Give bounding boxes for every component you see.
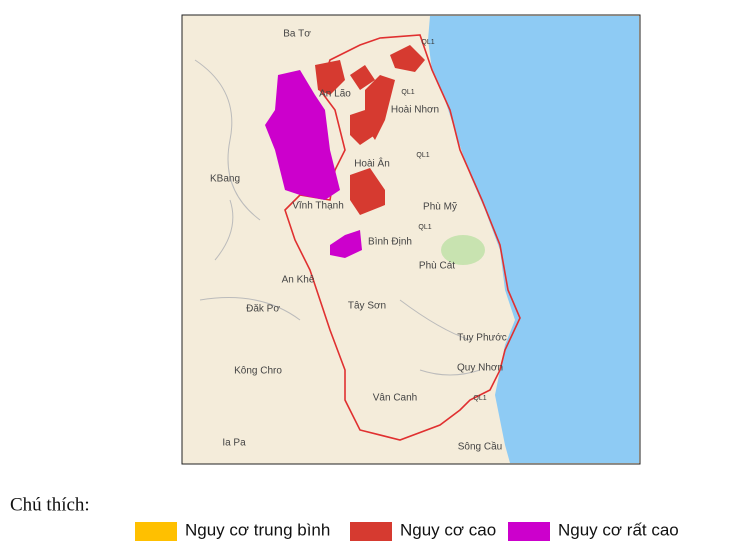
place-label: Phù Cát [419,261,455,272]
road-label: QL1 [416,152,429,159]
province-border [284,34,521,441]
place-label: An Lão [319,89,351,100]
legend-swatch [135,522,177,541]
road-label: QL1 [401,89,414,96]
map: Ba Tơ An Lão Hoài Nhơn Hoài Ân KBang Vĩn… [181,14,641,465]
legend-label: Nguy cơ trung bình [185,520,330,539]
legend-title: Chú thích: [10,494,90,515]
place-label: Quy Nhơn [457,363,503,374]
place-label: An Khê [282,275,315,286]
place-label: Tây Sơn [348,301,386,312]
place-label: Sông Cầu [458,441,502,453]
place-label: Hoài Ân [354,157,390,170]
very-high-risk-area [265,70,362,258]
place-label: Bình Định [368,237,412,248]
road-label: QL1 [421,39,434,46]
place-label: KBang [210,174,240,185]
road-label: QL1 [418,224,431,231]
place-label: Kông Chro [234,366,282,377]
sea [428,16,639,463]
legend-swatch [350,522,392,541]
place-label: Vân Canh [373,393,417,404]
place-label: Vĩnh Thạnh [292,201,344,212]
place-label: Hoài Nhơn [391,105,439,116]
roads-lines [194,59,481,376]
high-risk-area [315,45,425,215]
legend-label: Nguy cơ rất cao [558,520,679,539]
legend-label: Nguy cơ cao [400,520,496,539]
park [441,235,485,265]
place-label: Ba Tơ [283,29,311,40]
place-label: Đăk Pơ [246,304,280,315]
legend: Nguy cơ trung bình Nguy cơ cao Nguy cơ rất… [135,520,679,541]
legend-swatch [508,522,550,541]
road-label: QL1 [473,395,486,402]
place-label: Tuy Phước [457,333,507,344]
place-label: Phù Mỹ [423,202,457,213]
place-label: Ia Pa [222,438,246,449]
